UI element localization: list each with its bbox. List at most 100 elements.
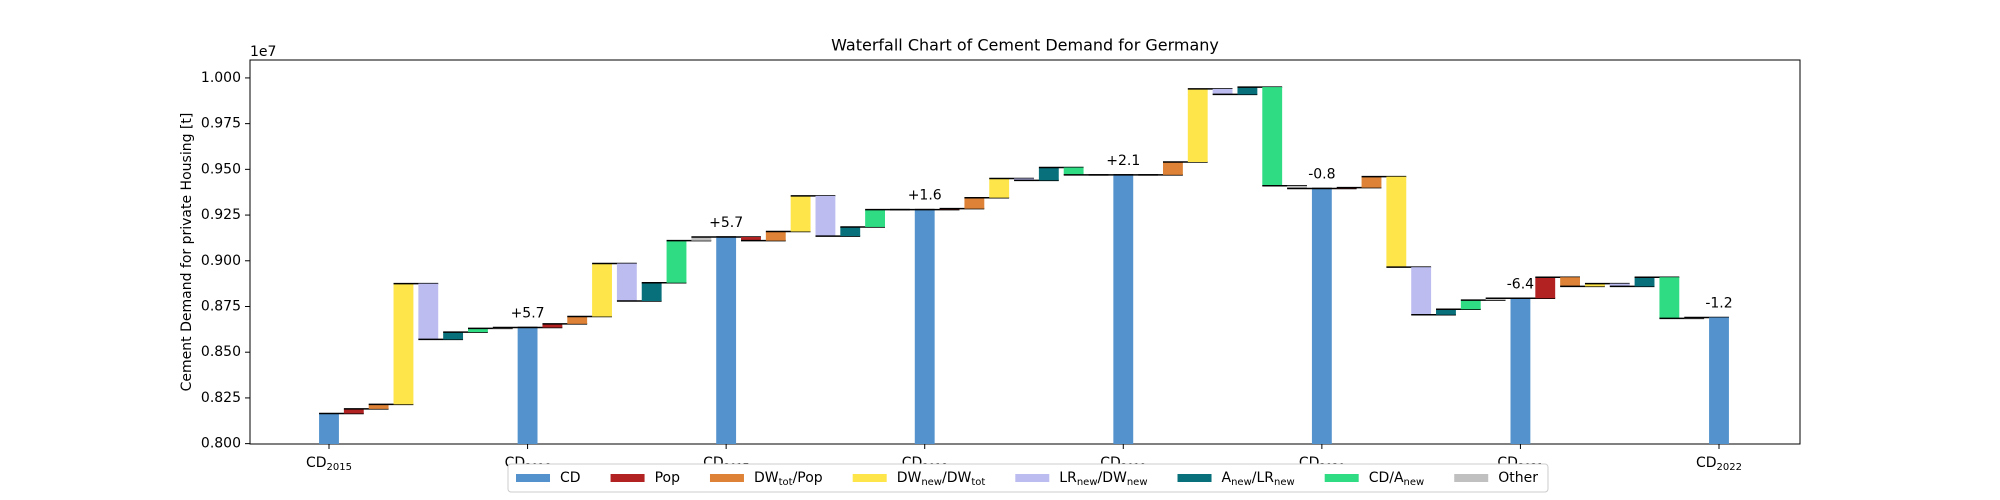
change-bar xyxy=(468,328,488,333)
change-bar xyxy=(418,283,439,340)
change-bar xyxy=(1212,88,1233,95)
change-bar xyxy=(691,237,712,241)
change-label: +5.7 xyxy=(709,215,743,231)
change-label: -0.8 xyxy=(1308,167,1335,183)
change-bar xyxy=(1460,300,1481,310)
change-bar xyxy=(1560,277,1580,287)
x-tick-label: CD2015 xyxy=(306,455,352,473)
text-part: Other xyxy=(1498,470,1538,486)
change-bar xyxy=(592,263,612,317)
change-bar xyxy=(1411,267,1432,315)
change-bar xyxy=(1063,167,1084,175)
legend-label: Pop xyxy=(655,470,681,486)
legend-label: LRnew/DWnew xyxy=(1059,470,1147,488)
total-bar xyxy=(1510,298,1531,444)
legend-label: CD xyxy=(560,470,581,486)
legend-label: DWnew/DWtot xyxy=(897,470,986,488)
subscript: new xyxy=(1077,477,1098,488)
change-bar xyxy=(666,240,687,283)
subscript: 2015 xyxy=(327,462,352,473)
change-bar xyxy=(1634,277,1655,287)
change-bar xyxy=(368,404,389,409)
subscript: 2022 xyxy=(1717,462,1742,473)
change-bar xyxy=(1436,309,1456,315)
change-bar xyxy=(765,231,786,241)
change-bar xyxy=(1163,162,1183,175)
subscript: new xyxy=(1127,477,1148,488)
chart-title: Waterfall Chart of Cement Demand for Ger… xyxy=(831,36,1219,55)
change-label: -6.4 xyxy=(1507,276,1534,292)
legend-swatch xyxy=(1324,474,1359,482)
legend-swatch xyxy=(852,474,887,482)
change-bar xyxy=(989,178,1010,198)
subscript: new xyxy=(1404,477,1425,488)
y-tick-label: 0.975 xyxy=(201,116,241,132)
legend-label: CD/Anew xyxy=(1369,470,1425,488)
text-part: CD xyxy=(560,470,581,486)
text-part: /LR xyxy=(1252,470,1275,486)
change-bar xyxy=(741,237,761,241)
change-bar xyxy=(1287,185,1307,189)
legend-label: Other xyxy=(1498,470,1538,486)
change-bar xyxy=(1584,283,1605,287)
change-label: -1.2 xyxy=(1705,295,1732,311)
change-bar xyxy=(641,282,662,302)
total-bar xyxy=(319,413,339,444)
change-bar xyxy=(1386,176,1407,268)
change-bar xyxy=(840,226,861,237)
y-tick-label: 0.825 xyxy=(201,390,241,406)
change-bar xyxy=(964,197,985,209)
legend-label: DWtot/Pop xyxy=(754,470,823,488)
change-bar xyxy=(790,195,811,232)
text-part: CD xyxy=(306,455,327,471)
text-part: /DW xyxy=(1098,470,1127,486)
total-bar xyxy=(517,327,538,444)
subscript: new xyxy=(921,477,942,488)
legend-swatch xyxy=(1015,474,1050,482)
total-bar xyxy=(1709,317,1729,444)
change-bar xyxy=(1237,87,1258,95)
text-part: CD/A xyxy=(1369,470,1404,486)
change-bar xyxy=(815,195,836,237)
change-label: +1.6 xyxy=(908,188,942,204)
change-bar xyxy=(1659,277,1680,319)
legend-label: Anew/LRnew xyxy=(1222,470,1295,488)
y-tick-label: 0.925 xyxy=(201,207,241,223)
change-bar xyxy=(567,316,588,324)
y-offset-label: 1e7 xyxy=(250,44,276,60)
subscript: tot xyxy=(779,477,793,488)
text-part: A xyxy=(1222,470,1232,486)
change-bar xyxy=(616,263,637,302)
change-label: +5.7 xyxy=(511,306,545,322)
change-bar xyxy=(1361,176,1382,188)
subscript: tot xyxy=(971,477,985,488)
change-bar xyxy=(1485,298,1506,301)
y-tick-label: 0.800 xyxy=(201,436,241,452)
change-bar xyxy=(542,323,563,328)
text-part: /Pop xyxy=(793,470,823,486)
change-bar xyxy=(443,332,464,340)
legend-swatch xyxy=(516,474,550,482)
y-tick-label: 0.950 xyxy=(201,161,241,177)
change-bar xyxy=(1038,167,1059,181)
change-bar xyxy=(1535,277,1556,299)
x-tick-label: CD2022 xyxy=(1696,455,1742,473)
y-axis-label: Cement Demand for private Housing [t] xyxy=(179,113,195,392)
legend: CD Pop DWtot/Pop DWnew/DWtot LRnew/DWnew Anew… xyxy=(507,463,1549,493)
text-part: Pop xyxy=(655,470,681,486)
change-bar xyxy=(343,408,364,414)
total-bar xyxy=(914,209,935,444)
change-bar xyxy=(1609,283,1630,287)
change-bar xyxy=(1014,178,1034,181)
legend-swatch xyxy=(610,474,645,482)
y-tick-label: 1.000 xyxy=(201,70,241,86)
text-part: LR xyxy=(1059,470,1077,486)
change-bar xyxy=(1262,87,1283,186)
total-bar xyxy=(1113,174,1134,444)
y-tick-label: 0.875 xyxy=(201,298,241,314)
change-bar xyxy=(865,209,885,227)
plot-frame xyxy=(249,59,1801,445)
text-part: CD xyxy=(1696,455,1717,471)
